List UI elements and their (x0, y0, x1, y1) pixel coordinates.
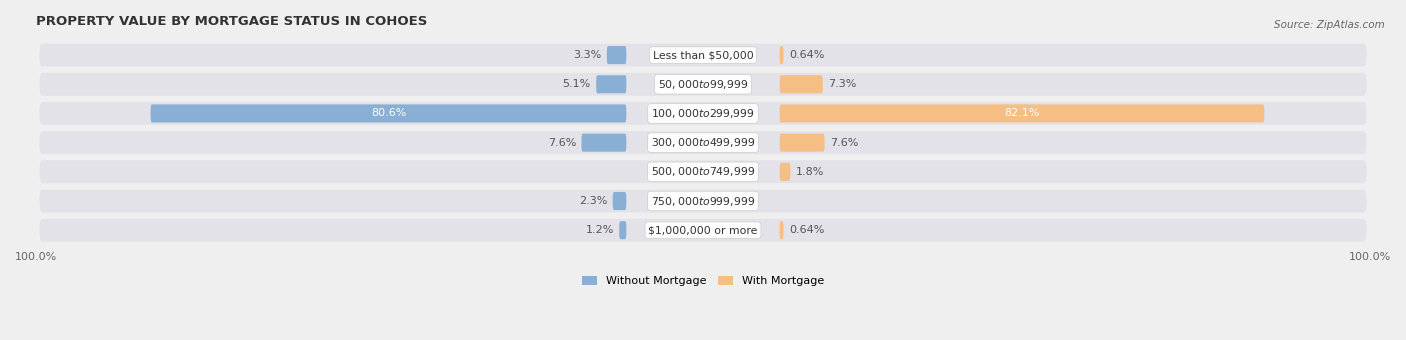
Text: 2.3%: 2.3% (579, 196, 607, 206)
FancyBboxPatch shape (780, 104, 1264, 122)
FancyBboxPatch shape (780, 75, 823, 93)
Text: $300,000 to $499,999: $300,000 to $499,999 (651, 136, 755, 149)
Text: $100,000 to $299,999: $100,000 to $299,999 (651, 107, 755, 120)
Text: 7.3%: 7.3% (828, 79, 856, 89)
FancyBboxPatch shape (39, 131, 1367, 154)
Text: Less than $50,000: Less than $50,000 (652, 50, 754, 60)
FancyBboxPatch shape (607, 46, 626, 64)
FancyBboxPatch shape (39, 102, 1367, 125)
Text: 0.64%: 0.64% (789, 225, 824, 235)
FancyBboxPatch shape (582, 134, 626, 152)
FancyBboxPatch shape (780, 134, 824, 152)
FancyBboxPatch shape (619, 221, 626, 239)
FancyBboxPatch shape (613, 192, 626, 210)
Text: $750,000 to $999,999: $750,000 to $999,999 (651, 194, 755, 207)
FancyBboxPatch shape (39, 44, 1367, 66)
Text: 5.1%: 5.1% (562, 79, 591, 89)
FancyBboxPatch shape (39, 73, 1367, 96)
Text: 82.1%: 82.1% (1004, 108, 1039, 118)
Text: $1,000,000 or more: $1,000,000 or more (648, 225, 758, 235)
Text: $50,000 to $99,999: $50,000 to $99,999 (658, 78, 748, 91)
Text: 1.2%: 1.2% (585, 225, 614, 235)
Text: 1.8%: 1.8% (796, 167, 824, 177)
FancyBboxPatch shape (780, 46, 783, 64)
FancyBboxPatch shape (39, 160, 1367, 183)
Text: 80.6%: 80.6% (371, 108, 406, 118)
Text: 7.6%: 7.6% (830, 138, 858, 148)
FancyBboxPatch shape (780, 163, 790, 181)
FancyBboxPatch shape (596, 75, 626, 93)
Legend: Without Mortgage, With Mortgage: Without Mortgage, With Mortgage (578, 271, 828, 290)
Text: 7.6%: 7.6% (548, 138, 576, 148)
Text: Source: ZipAtlas.com: Source: ZipAtlas.com (1274, 20, 1385, 30)
FancyBboxPatch shape (39, 219, 1367, 242)
FancyBboxPatch shape (780, 221, 783, 239)
Text: 0.64%: 0.64% (789, 50, 824, 60)
FancyBboxPatch shape (39, 190, 1367, 212)
FancyBboxPatch shape (150, 104, 626, 122)
Text: $500,000 to $749,999: $500,000 to $749,999 (651, 165, 755, 178)
Text: 3.3%: 3.3% (574, 50, 602, 60)
Text: PROPERTY VALUE BY MORTGAGE STATUS IN COHOES: PROPERTY VALUE BY MORTGAGE STATUS IN COH… (37, 15, 427, 28)
